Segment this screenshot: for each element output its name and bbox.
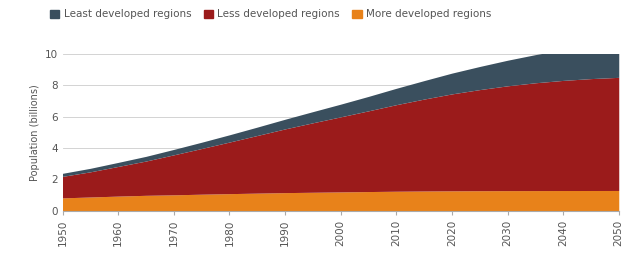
Y-axis label: Population (billions): Population (billions) <box>31 84 41 181</box>
Legend: Least developed regions, Less developed regions, More developed regions: Least developed regions, Less developed … <box>46 5 496 23</box>
